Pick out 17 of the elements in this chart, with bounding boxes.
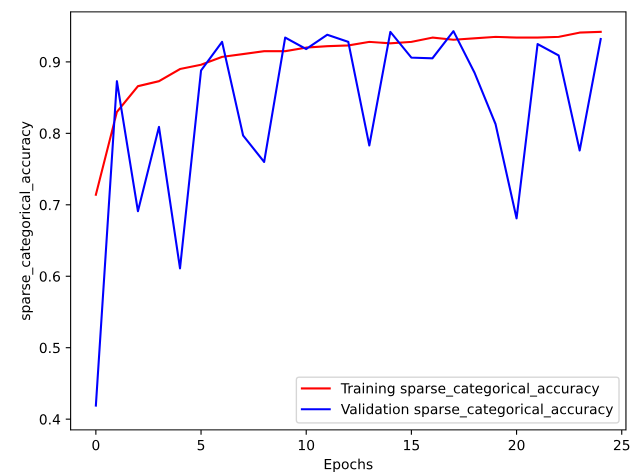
x-tick-label: 0 xyxy=(92,440,100,450)
y-tick-label: 0.5 xyxy=(40,342,60,354)
legend-label: Training sparse_categorical_accuracy xyxy=(340,382,600,397)
y-tick-label: 0.7 xyxy=(40,200,60,210)
x-tick-label: 10 xyxy=(298,440,314,450)
x-tick-label: 25 xyxy=(614,440,630,450)
y-tick-label: 0.9 xyxy=(40,56,60,68)
x-axis-title: Epochs xyxy=(324,458,372,472)
y-tick-label: 0.8 xyxy=(40,128,60,139)
y-axis-title: sparse_categorical_accuracy xyxy=(19,121,34,320)
x-tick-label: 15 xyxy=(404,440,420,450)
x-tick-label: 5 xyxy=(198,440,204,450)
line-series xyxy=(94,30,602,196)
legend-label: Validation sparse_categorical_accuracy xyxy=(340,404,614,418)
x-tick-label: 20 xyxy=(508,440,524,450)
y-tick-label: 0.4 xyxy=(40,414,60,425)
y-tick-label: 0.6 xyxy=(40,271,60,282)
